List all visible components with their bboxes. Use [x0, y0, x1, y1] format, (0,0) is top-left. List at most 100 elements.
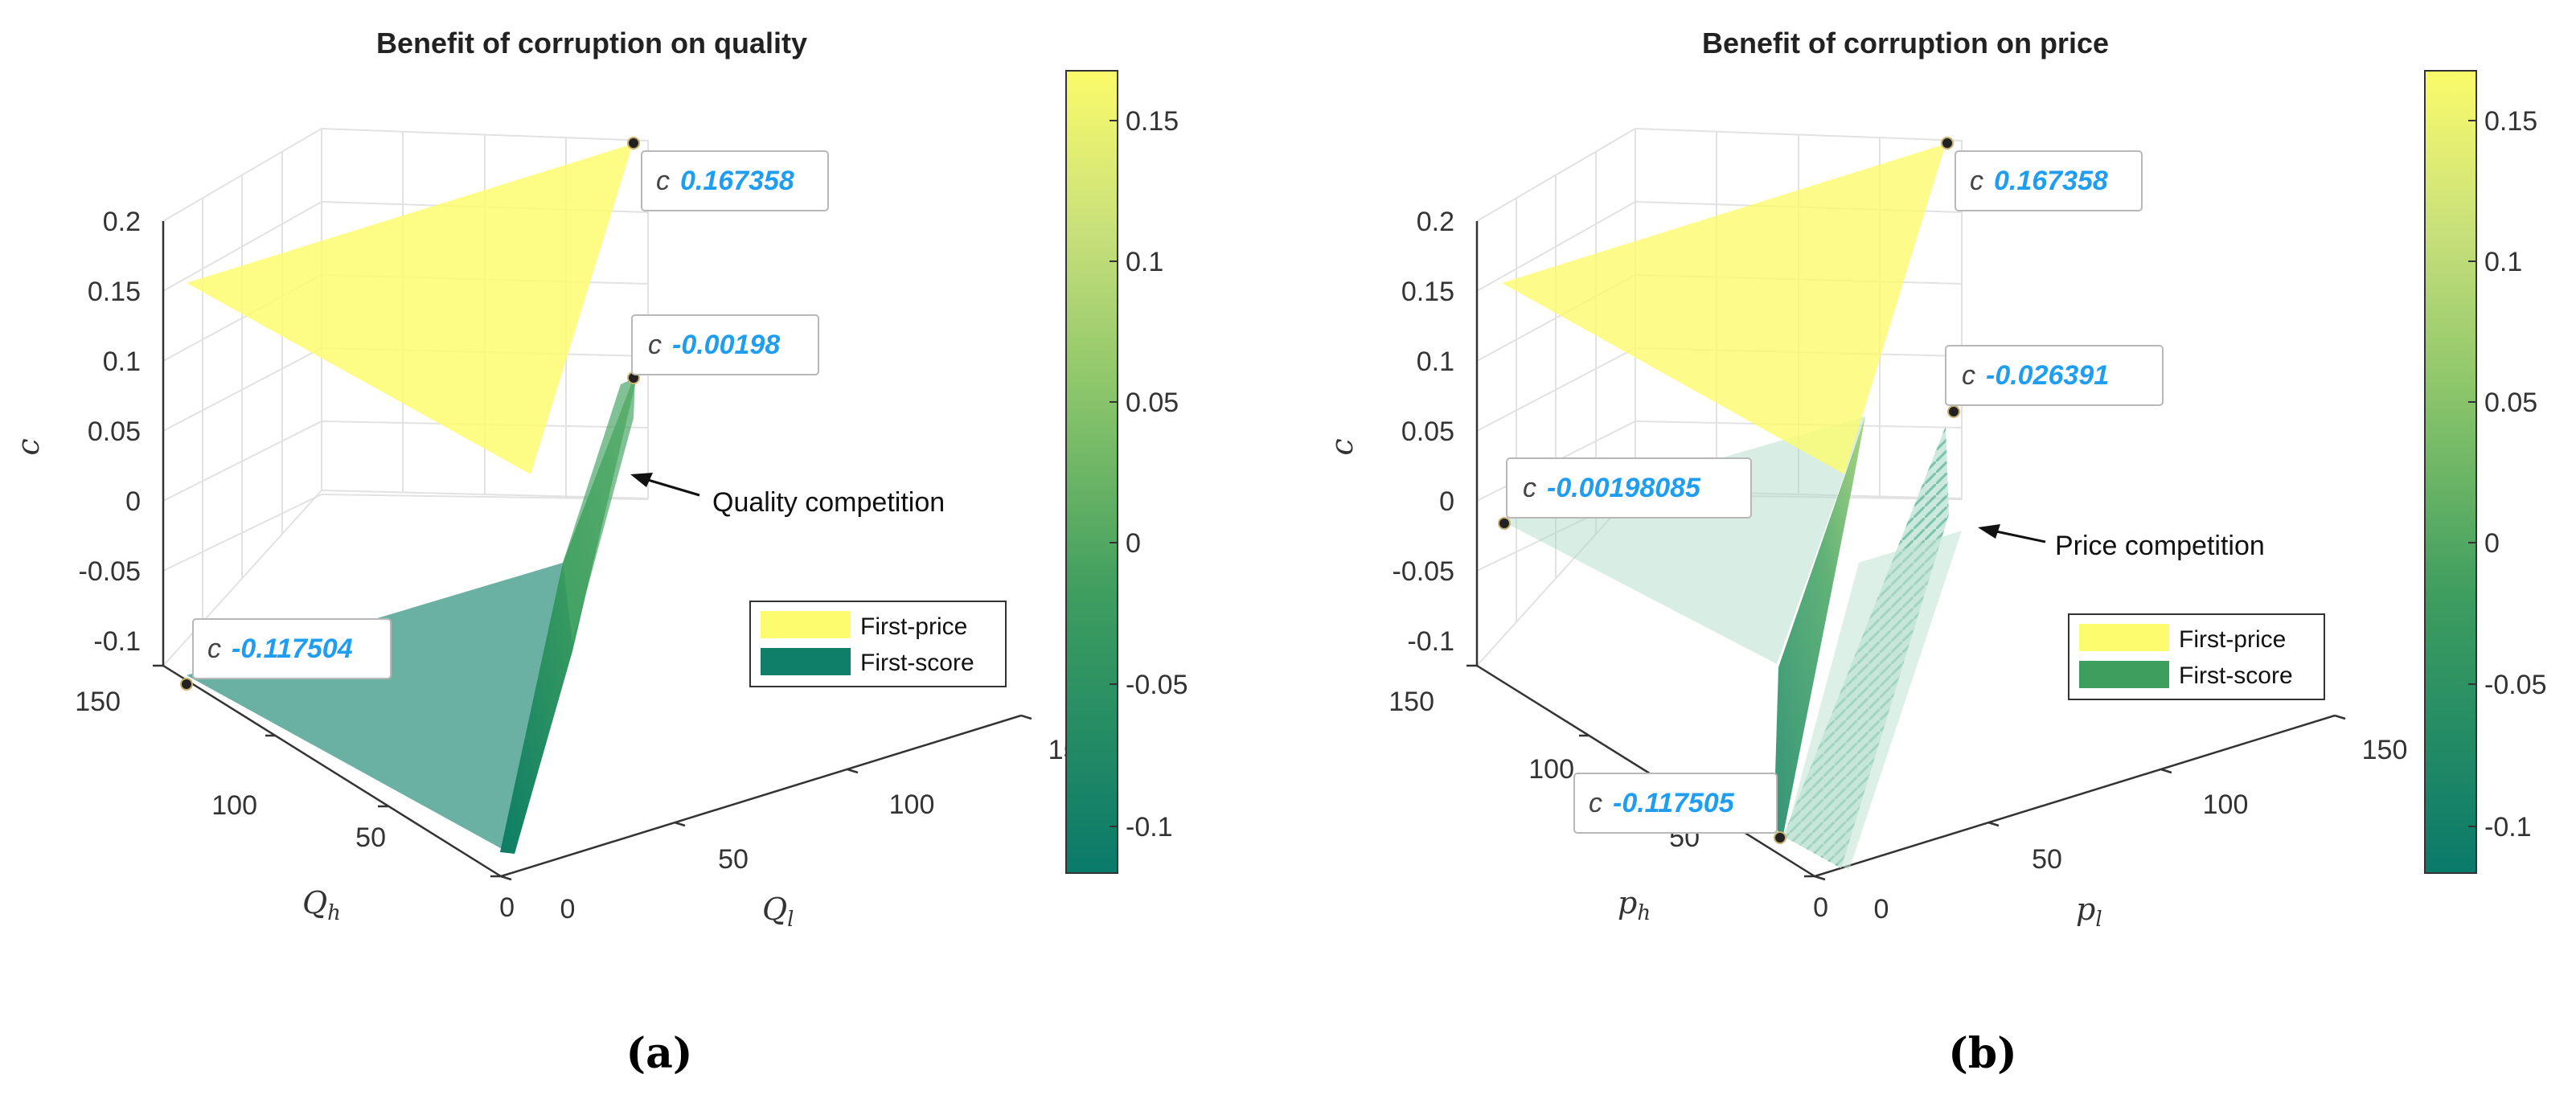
x-tick: 50 — [2032, 844, 2062, 875]
panel-b-colorbar: 0.15 0.1 0.05 0 -0.05 -0.1 — [2424, 70, 2547, 874]
panel-a-annotation: Quality competition — [630, 473, 945, 518]
svg-text:c: c — [1589, 788, 1602, 818]
panel-a-floor-axes — [162, 221, 1022, 878]
svg-text:c: c — [1970, 166, 1983, 196]
panel-b-x-ticks: 0 50 100 150 — [1874, 735, 2408, 925]
z-tick: -0.1 — [1407, 626, 1454, 657]
z-tick: 0 — [125, 486, 141, 517]
svg-text:-0.117504: -0.117504 — [232, 634, 353, 664]
cb-tick: -0.05 — [1126, 670, 1188, 700]
svg-text:0.167358: 0.167358 — [680, 166, 794, 196]
cb-tick: -0.1 — [1126, 812, 1173, 843]
cb-tick: 0.1 — [2484, 247, 2522, 277]
svg-text:c: c — [648, 330, 662, 360]
panel-a-z-label: c — [10, 438, 46, 455]
legend-first-price: First-price — [860, 613, 967, 640]
x-tick: 0 — [1874, 894, 1889, 925]
cb-tick: 0.05 — [1126, 387, 1179, 418]
surface-first-score-floor-b — [1502, 416, 1865, 664]
svg-text:0.167358: 0.167358 — [1994, 166, 2108, 196]
z-tick: 0 — [1439, 486, 1454, 517]
panel-b-datatip-2[interactable]: c -0.026391 — [1945, 345, 2164, 418]
z-tick: 0.2 — [1417, 207, 1454, 237]
cb-tick: 0 — [1126, 528, 1141, 559]
panel-b-y-label: ph — [1618, 885, 1651, 925]
panel-a-datatip-1[interactable]: c 0.167358 — [627, 137, 829, 211]
panel-b-z-label: c — [1324, 438, 1360, 455]
panel-b-floor-axes — [1475, 221, 2336, 878]
legend-first-price: First-price — [2179, 626, 2286, 653]
panel-a-x-ticks: 0 50 100 150 — [560, 735, 1094, 925]
z-tick: -0.05 — [79, 556, 142, 587]
svg-text:c: c — [207, 634, 221, 664]
y-tick: 150 — [75, 687, 121, 717]
cb-tick: 0 — [2484, 528, 2500, 559]
z-tick: -0.1 — [93, 626, 141, 657]
y-tick: 0 — [499, 892, 515, 923]
z-tick: 0.05 — [88, 416, 141, 447]
panel-a: Benefit of corruption on quality — [10, 27, 1188, 1078]
legend-first-score: First-score — [860, 650, 974, 676]
svg-text:-0.00198: -0.00198 — [672, 330, 780, 360]
panel-b-annotation: Price competition — [1978, 524, 2265, 561]
panel-a-caption: (a) — [626, 1029, 693, 1078]
svg-text:-0.00198085: -0.00198085 — [1547, 473, 1701, 503]
z-tick: 0.15 — [88, 277, 141, 307]
svg-text:c: c — [1962, 360, 1975, 391]
x-tick: 0 — [560, 894, 576, 925]
panel-b-y-ticks: 150 100 50 0 — [1388, 687, 1828, 923]
surface-first-score-floor-b2 — [1785, 531, 1962, 870]
surface-first-price-b — [1502, 144, 1946, 474]
panel-b-z-ticks: 0.2 0.15 0.1 0.05 0 -0.05 -0.1 — [1393, 207, 1455, 657]
panel-b-datatip-4[interactable]: c -0.117505 — [1573, 773, 1786, 844]
panel-b-x-label: pl — [2076, 892, 2102, 932]
panel-b-caption: (b) — [1948, 1029, 2017, 1078]
y-tick: 150 — [1388, 687, 1434, 717]
panel-b-datatip-3[interactable]: c -0.00198085 — [1498, 457, 1752, 530]
svg-text:c: c — [656, 166, 670, 196]
svg-text:c: c — [1523, 473, 1536, 503]
z-tick: 0.05 — [1401, 416, 1454, 447]
panel-a-x-label: Ql — [762, 892, 794, 932]
panel-a-y-label: Qh — [302, 885, 341, 925]
panel-a-floor-ticks — [153, 664, 1032, 881]
panel-a-datatip-3[interactable]: c -0.117504 — [180, 618, 392, 691]
y-tick: 0 — [1813, 892, 1828, 923]
svg-text:-0.026391: -0.026391 — [1986, 360, 2109, 391]
panel-a-datatip-2[interactable]: c -0.00198 — [627, 314, 819, 384]
svg-text:-0.117505: -0.117505 — [1613, 788, 1735, 818]
panel-a-title: Benefit of corruption on quality — [376, 27, 807, 59]
y-tick: 100 — [211, 790, 257, 821]
y-tick: 100 — [1528, 754, 1574, 785]
svg-text:Price competition: Price competition — [2055, 531, 2265, 561]
surface-first-price — [187, 144, 633, 474]
panel-a-colorbar: 0.15 0.1 0.05 0 -0.05 -0.1 — [1065, 70, 1188, 874]
z-tick: 0.1 — [1417, 346, 1454, 377]
cb-tick: 0.15 — [2484, 106, 2537, 137]
surface-first-score-wall-b — [1774, 416, 1865, 834]
z-tick: 0.1 — [103, 346, 141, 377]
z-tick: 0.2 — [103, 207, 141, 237]
x-tick: 100 — [889, 789, 935, 820]
panel-a-legend[interactable]: First-price First-score — [749, 601, 1007, 687]
cb-tick: 0.15 — [1126, 106, 1179, 137]
x-tick: 100 — [2203, 789, 2249, 820]
cb-tick: -0.05 — [2484, 670, 2547, 700]
svg-text:Quality competition: Quality competition — [712, 487, 945, 518]
panel-b-datatip-1[interactable]: c 0.167358 — [1941, 137, 2143, 211]
panel-b-title: Benefit of corruption on price — [1702, 27, 2109, 59]
cb-tick: 0.1 — [1126, 247, 1163, 277]
panel-b-legend[interactable]: First-price First-score — [2068, 613, 2325, 700]
cb-tick: 0.05 — [2484, 387, 2537, 418]
x-tick: 150 — [2362, 735, 2408, 765]
surface-first-score-floor — [187, 563, 563, 851]
panel-a-y-ticks: 150 100 50 0 — [75, 687, 515, 923]
z-tick: 0.15 — [1401, 277, 1454, 307]
panel-b: Benefit of corruption on price — [1324, 27, 2547, 1078]
panel-a-z-ticks: 0.2 0.15 0.1 0.05 0 -0.05 -0.1 — [79, 207, 142, 657]
z-tick: -0.05 — [1393, 556, 1455, 587]
y-tick: 50 — [355, 822, 386, 853]
cb-tick: -0.1 — [2484, 812, 2532, 843]
x-tick: 50 — [718, 844, 749, 875]
